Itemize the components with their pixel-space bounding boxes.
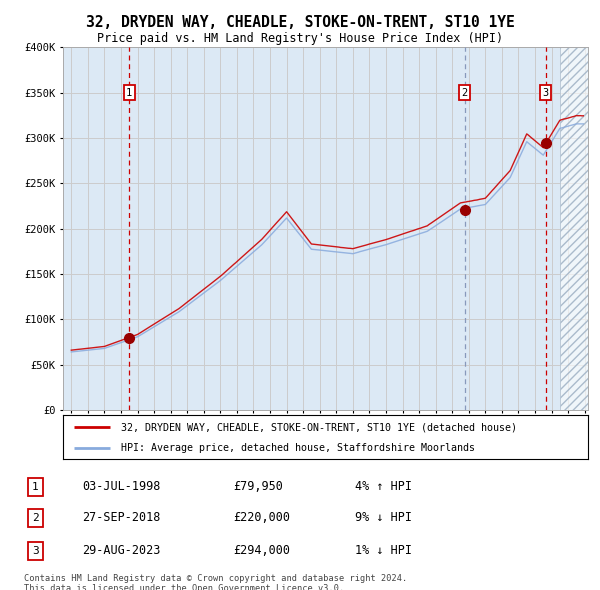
Text: 4% ↑ HPI: 4% ↑ HPI [355,480,412,493]
Text: 29-AUG-2023: 29-AUG-2023 [82,544,160,558]
Text: Contains HM Land Registry data © Crown copyright and database right 2024.: Contains HM Land Registry data © Crown c… [24,574,407,583]
Text: 32, DRYDEN WAY, CHEADLE, STOKE-ON-TRENT, ST10 1YE: 32, DRYDEN WAY, CHEADLE, STOKE-ON-TRENT,… [86,15,514,30]
Text: 3: 3 [542,87,549,97]
Text: 27-SEP-2018: 27-SEP-2018 [82,511,160,525]
Text: £294,000: £294,000 [233,544,290,558]
Text: Price paid vs. HM Land Registry's House Price Index (HPI): Price paid vs. HM Land Registry's House … [97,32,503,45]
Text: 1: 1 [126,87,133,97]
Text: 9% ↓ HPI: 9% ↓ HPI [355,511,412,525]
Text: £79,950: £79,950 [233,480,283,493]
Text: 2: 2 [32,513,38,523]
Text: 3: 3 [32,546,38,556]
Text: HPI: Average price, detached house, Staffordshire Moorlands: HPI: Average price, detached house, Staf… [121,443,475,453]
Text: 1% ↓ HPI: 1% ↓ HPI [355,544,412,558]
Text: 32, DRYDEN WAY, CHEADLE, STOKE-ON-TRENT, ST10 1YE (detached house): 32, DRYDEN WAY, CHEADLE, STOKE-ON-TRENT,… [121,422,517,432]
Text: 1: 1 [32,482,38,491]
Text: £220,000: £220,000 [233,511,290,525]
Text: This data is licensed under the Open Government Licence v3.0.: This data is licensed under the Open Gov… [24,584,344,590]
Text: 2: 2 [461,87,468,97]
Bar [560,47,588,410]
Bar [560,47,588,410]
Text: 03-JUL-1998: 03-JUL-1998 [82,480,160,493]
